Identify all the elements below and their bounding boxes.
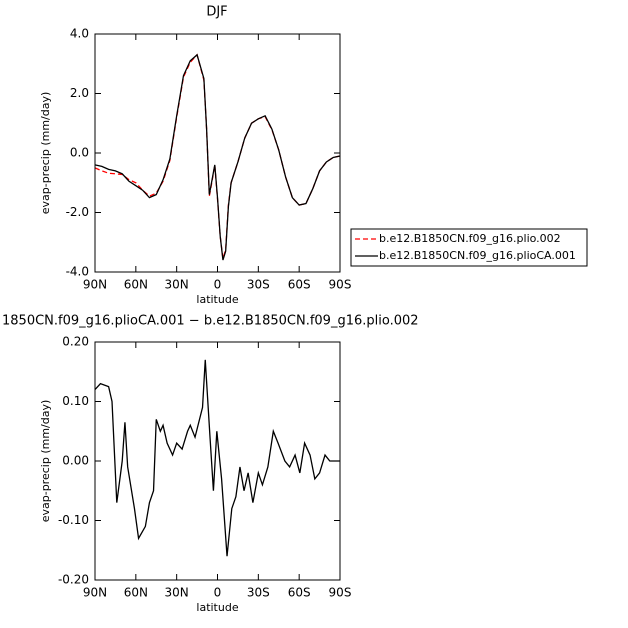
- y-tick-label: -0.10: [58, 513, 89, 527]
- data-line: [94, 53, 341, 261]
- x-tick-label: 90S: [329, 278, 352, 292]
- y-tick-label: 4.0: [70, 27, 89, 41]
- y-tick-label: 2.0: [70, 86, 89, 100]
- data-line: [94, 53, 341, 259]
- x-tick-label: 60N: [124, 278, 148, 292]
- x-tick-label: 30S: [247, 586, 270, 600]
- y-axis-label: evap-precip (mm/day): [39, 400, 52, 523]
- x-tick-label: 30N: [165, 586, 189, 600]
- y-tick-label: 0.00: [62, 454, 89, 468]
- x-tick-label: 0: [214, 586, 222, 600]
- x-tick-label: 90N: [83, 586, 107, 600]
- x-tick-label: 60N: [124, 586, 148, 600]
- x-axis-label: latitude: [196, 293, 238, 306]
- y-tick-label: -0.20: [58, 573, 89, 587]
- data-line: [94, 359, 340, 557]
- x-tick-label: 90N: [83, 278, 107, 292]
- plot-frame: [94, 341, 341, 581]
- x-tick-label: 30N: [165, 278, 189, 292]
- x-axis-label: latitude: [196, 601, 238, 614]
- chart-title: DJF: [206, 5, 227, 20]
- y-tick-label: -2.0: [66, 205, 89, 219]
- chart-title: 1850CN.f09_g16.plioCA.001 − b.e12.B1850C…: [2, 314, 419, 329]
- legend-label: b.e12.B1850CN.f09_g16.plio.002: [379, 232, 561, 245]
- x-tick-label: 60S: [288, 586, 311, 600]
- legend-label: b.e12.B1850CN.f09_g16.plioCA.001: [379, 249, 576, 262]
- x-tick-label: 30S: [247, 278, 270, 292]
- x-tick-label: 60S: [288, 278, 311, 292]
- plot-frame: [94, 33, 341, 273]
- y-tick-label: -4.0: [66, 265, 89, 279]
- x-tick-label: 0: [214, 278, 222, 292]
- x-tick-label: 90S: [329, 586, 352, 600]
- legend-box: [350, 228, 588, 267]
- y-axis-label: evap-precip (mm/day): [39, 92, 52, 215]
- y-tick-label: 0.20: [62, 335, 89, 349]
- y-tick-label: 0.0: [70, 146, 89, 160]
- y-tick-label: 0.10: [62, 394, 89, 408]
